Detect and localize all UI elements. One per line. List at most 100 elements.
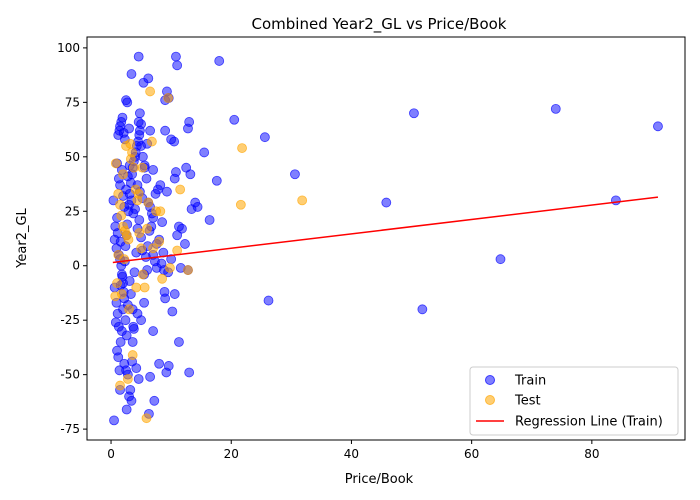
y-tick-label: 25: [65, 204, 80, 218]
train-point: [184, 367, 195, 378]
chart-title: Combined Year2_GL vs Price/Book: [252, 15, 507, 34]
test-point: [112, 278, 122, 289]
test-point: [110, 158, 121, 169]
train-point: [124, 123, 134, 134]
train-point: [112, 308, 123, 319]
train-point: [121, 404, 132, 415]
y-tick-label: 75: [65, 95, 80, 109]
plot-frame: [86, 36, 686, 441]
train-point: [185, 169, 196, 180]
test-point: [139, 282, 150, 293]
test-point: [175, 184, 186, 195]
train-point: [184, 117, 195, 127]
test-point: [115, 380, 125, 391]
train-point: [133, 117, 144, 127]
test-point: [147, 136, 157, 147]
train-point: [120, 315, 131, 326]
train-point: [177, 223, 187, 234]
train-point: [113, 321, 124, 332]
test-point: [131, 282, 142, 293]
train-point: [113, 352, 124, 363]
legend-test-marker: [485, 395, 495, 405]
train-point: [121, 330, 132, 341]
train-point: [214, 56, 225, 66]
train-point: [290, 169, 300, 180]
regression-line: [112, 196, 659, 264]
y-tick-label: 0: [72, 259, 80, 273]
train-point: [133, 51, 144, 62]
train-point: [125, 384, 136, 395]
train-point: [192, 202, 203, 212]
train-point: [417, 304, 428, 315]
test-point: [136, 243, 146, 254]
train-point: [180, 239, 190, 249]
test-point: [154, 236, 165, 247]
train-point: [157, 217, 168, 228]
test-point: [155, 206, 166, 217]
test-point: [148, 243, 159, 254]
x-tick-label: 40: [344, 447, 359, 461]
train-point: [169, 289, 180, 299]
test-point: [297, 195, 308, 206]
x-axis-ticks: 0 20 40 60 80: [107, 440, 599, 461]
train-point: [229, 114, 240, 125]
train-point: [495, 254, 506, 265]
legend-train-marker: [485, 375, 495, 385]
x-tick-label: 80: [584, 447, 599, 461]
train-point: [121, 184, 131, 195]
train-point: [141, 173, 152, 184]
train-point: [129, 267, 140, 278]
x-tick-label: 60: [464, 447, 479, 461]
legend-train-label: Train: [514, 374, 546, 389]
legend-regression-line-label: Regression Line (Train): [515, 415, 663, 430]
train-point: [171, 51, 181, 62]
train-point: [167, 306, 178, 317]
train-point: [550, 103, 561, 114]
train-point: [145, 125, 156, 136]
train-point: [126, 395, 137, 406]
train-point: [174, 337, 184, 347]
test-point: [119, 254, 130, 265]
test-point: [142, 223, 153, 234]
train-point: [137, 151, 148, 162]
test-point: [157, 273, 168, 284]
test-point: [115, 199, 125, 210]
test-point: [122, 374, 133, 384]
train-point: [211, 175, 222, 186]
test-point: [133, 188, 144, 199]
y-tick-label: 100: [57, 41, 80, 55]
test-point: [134, 228, 145, 238]
train-point: [122, 97, 133, 108]
train-point: [139, 297, 149, 308]
test-point: [137, 269, 148, 280]
y-tick-label: -50: [60, 368, 80, 382]
train-point: [169, 136, 180, 147]
train-point: [116, 269, 127, 280]
train-point: [171, 167, 181, 177]
test-point: [143, 197, 154, 208]
test-point: [110, 291, 121, 302]
test-point: [124, 304, 134, 315]
test-point: [235, 199, 246, 210]
train-point: [172, 60, 183, 71]
test-point: [127, 350, 138, 360]
train-point: [199, 147, 210, 158]
train-point: [155, 180, 166, 191]
test-point: [137, 162, 148, 173]
train-point: [131, 363, 142, 374]
test-point: [113, 188, 124, 199]
train-point: [143, 73, 154, 84]
x-tick-label: 20: [224, 447, 239, 461]
train-point: [653, 121, 663, 132]
train-point: [133, 374, 144, 384]
x-tick-label: 0: [107, 447, 115, 461]
y-tick-label: -75: [60, 422, 80, 436]
plot-area: [108, 51, 663, 426]
train-point: [130, 204, 140, 214]
y-axis-label: Year2_GL: [15, 207, 30, 268]
legend-test-label: Test: [514, 394, 541, 409]
train-point: [156, 258, 167, 269]
legend: Train Test Regression Line (Train): [469, 366, 679, 436]
test-point: [237, 143, 247, 153]
